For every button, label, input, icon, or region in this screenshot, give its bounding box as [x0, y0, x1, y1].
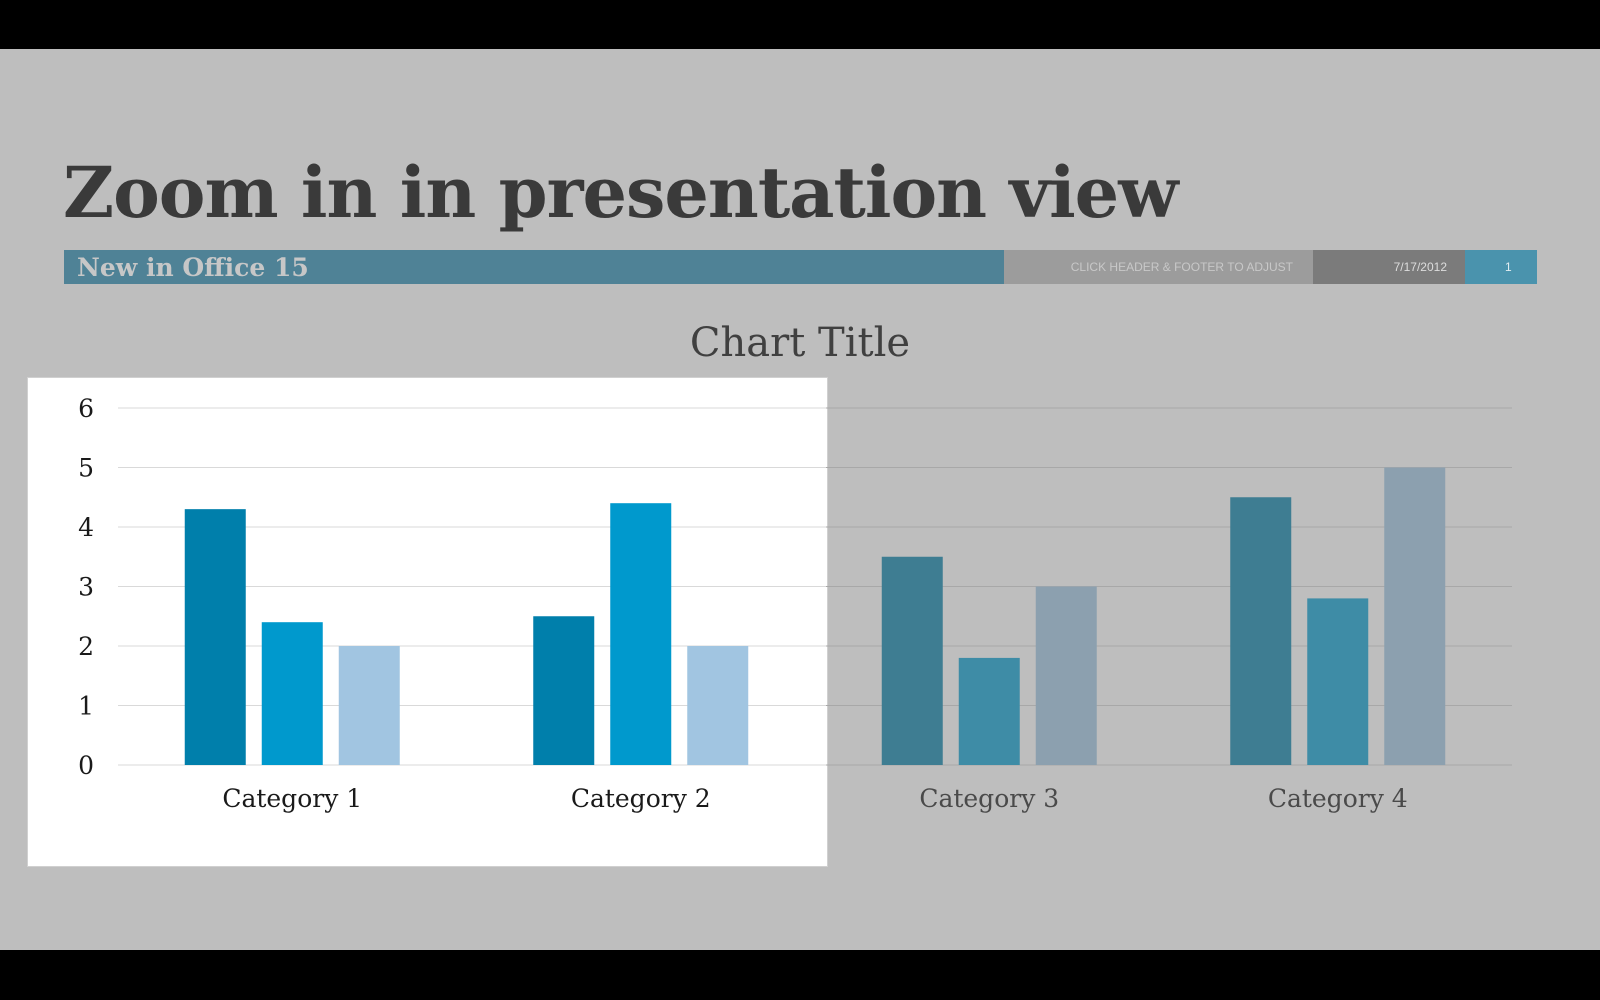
y-tick-label: 6	[78, 394, 94, 423]
bar	[881, 556, 943, 765]
y-tick-label: 1	[78, 692, 94, 721]
banner-subtitle-segment: New in Office 15	[64, 250, 1004, 284]
bar	[1307, 598, 1369, 765]
x-category-label: Category 2	[571, 784, 711, 813]
footer-placeholder[interactable]: CLICK HEADER & FOOTER TO ADJUST	[1070, 260, 1293, 274]
bar	[184, 509, 246, 765]
bar	[533, 616, 595, 765]
y-tick-label: 2	[78, 632, 94, 661]
banner-date-segment: 7/17/2012	[1313, 250, 1465, 284]
x-category-label: Category 1	[222, 784, 362, 813]
letterbox-top	[0, 0, 1600, 49]
bar	[338, 646, 400, 765]
x-category-label: Category 3	[919, 784, 1059, 813]
zoom-region	[27, 377, 828, 867]
bar	[687, 646, 749, 765]
bar	[610, 503, 672, 765]
bar	[1035, 586, 1097, 765]
slide-date: 7/17/2012	[1393, 260, 1447, 274]
y-tick-label: 3	[78, 573, 94, 602]
x-category-label: Category 4	[1268, 784, 1408, 813]
bar	[1384, 467, 1446, 765]
y-tick-label: 0	[78, 751, 94, 780]
bar	[958, 657, 1020, 765]
banner-subtitle: New in Office 15	[77, 253, 309, 282]
chart-title: Chart Title	[690, 320, 910, 366]
letterbox-bottom	[0, 950, 1600, 1000]
bar-chart: 0 1 2 3 4 5 6 Chart Title Category 1 Category 2 Ca…	[78, 320, 1512, 813]
slide-number: 1	[1505, 260, 1512, 274]
banner-footer-segment[interactable]: CLICK HEADER & FOOTER TO ADJUST	[1004, 250, 1313, 284]
banner-number-segment: 1	[1465, 250, 1537, 284]
bar	[1230, 497, 1292, 765]
y-tick-label: 5	[78, 454, 94, 483]
slide-title: Zoom in in presentation view	[63, 151, 1178, 234]
presentation-slide[interactable]: Zoom in in presentation view New in Offi…	[0, 49, 1600, 950]
y-tick-label: 4	[78, 513, 94, 542]
slide-banner: New in Office 15 CLICK HEADER & FOOTER T…	[64, 250, 1537, 284]
bar	[261, 622, 323, 765]
